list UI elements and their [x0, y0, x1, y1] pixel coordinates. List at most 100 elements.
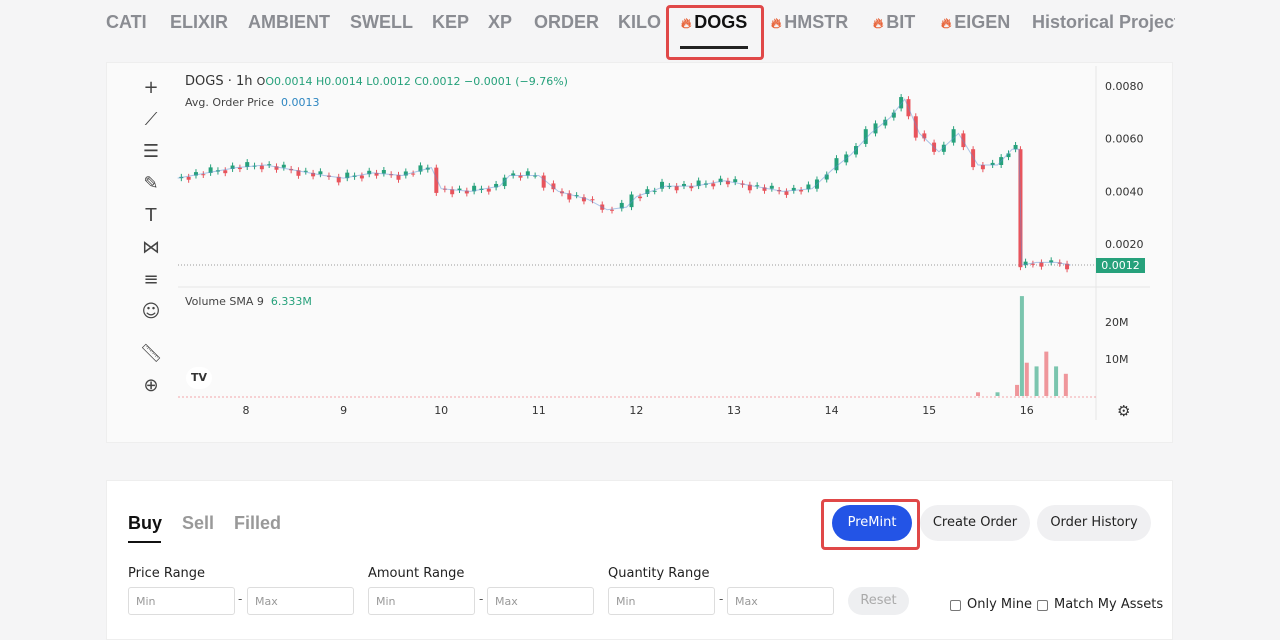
tab-bit[interactable]: 🔥︎ BIT	[873, 12, 915, 33]
x-tick-label: 14	[825, 404, 839, 417]
tab-xp[interactable]: XP	[488, 12, 513, 32]
candle	[619, 202, 624, 209]
trend-line-icon[interactable]: ⟋	[144, 109, 158, 130]
candle	[296, 170, 301, 176]
tab-historical-project[interactable]: Historical Project	[1032, 12, 1175, 32]
price-chart[interactable]: 8 9 10 11 12 13 14 15 16 0.0080 0.0060 0.0040 0.0020…	[0, 0, 1280, 440]
candle	[336, 176, 341, 183]
create-order-button[interactable]: Create Order	[920, 505, 1030, 541]
reset-button[interactable]: Reset	[848, 587, 909, 615]
settings-gear-icon[interactable]: ⚙	[1117, 402, 1131, 420]
brush-icon[interactable]: ✎	[143, 173, 159, 194]
match-assets-label: Match My Assets	[1054, 597, 1164, 612]
candle	[961, 133, 966, 148]
candle	[511, 173, 516, 176]
orders-panel	[106, 480, 1173, 640]
candle	[1013, 144, 1018, 150]
tab-label: DOGS	[694, 12, 748, 32]
candle	[396, 174, 401, 180]
zoom-in-icon[interactable]: ⊕	[143, 375, 159, 396]
interval[interactable]: 1h	[235, 74, 253, 89]
candle	[259, 165, 264, 170]
candle	[303, 170, 308, 172]
highlight-box	[666, 5, 764, 60]
match-assets-checkbox[interactable]	[1037, 600, 1048, 611]
candle	[581, 197, 586, 202]
candle	[725, 180, 730, 185]
candle	[629, 194, 634, 208]
tab-kep[interactable]: KEP	[432, 12, 470, 32]
tab-cati[interactable]: CATI	[106, 12, 147, 32]
amount-max-input[interactable]: Max	[487, 587, 594, 615]
candle	[541, 175, 546, 188]
price-min-input[interactable]: Min	[128, 587, 235, 615]
y-tick-label: 0.0060	[1105, 133, 1144, 146]
tab-hmstr[interactable]: 🔥︎ HMSTR	[771, 12, 848, 33]
tab-ambient[interactable]: AMBIENT	[248, 12, 330, 32]
candle	[696, 180, 701, 187]
candle	[883, 119, 888, 126]
chart-panel	[106, 62, 1173, 443]
buy-underline	[128, 541, 161, 543]
candle	[941, 144, 946, 152]
candle	[274, 166, 279, 170]
quantity-min-input[interactable]: Min	[608, 587, 715, 615]
tab-order[interactable]: ORDER	[534, 12, 600, 32]
tab-sell[interactable]: Sell	[182, 513, 215, 533]
fire-icon: 🔥︎	[681, 15, 692, 31]
price-max-input[interactable]: Max	[247, 587, 354, 615]
candle	[674, 186, 679, 191]
x-tick-label: 11	[532, 404, 546, 417]
premint-button[interactable]: PreMint	[832, 505, 912, 541]
candle	[718, 178, 723, 183]
volume-label: Volume SMA 9	[185, 295, 264, 308]
candle	[464, 190, 469, 194]
fib-icon[interactable]: ≡	[143, 269, 159, 290]
crosshair-icon[interactable]: +	[143, 77, 159, 98]
tab-swell[interactable]: SWELL	[350, 12, 413, 32]
tab-kilo[interactable]: KILO	[618, 12, 661, 32]
pattern-icon[interactable]: ⋈	[142, 237, 160, 258]
candle	[525, 171, 530, 176]
amount-range-label: Amount Range	[368, 566, 465, 581]
candle	[223, 170, 228, 174]
candle	[913, 116, 918, 138]
candle	[971, 149, 976, 168]
order-history-button[interactable]: Order History	[1037, 505, 1151, 541]
tradingview-logo: TV	[186, 367, 212, 389]
candle	[769, 185, 774, 189]
tab-filled[interactable]: Filled	[234, 513, 282, 533]
candle	[267, 164, 272, 166]
tab-eigen[interactable]: 🔥︎ EIGEN	[941, 12, 1010, 33]
tab-buy[interactable]: Buy	[128, 513, 163, 533]
candle	[494, 183, 499, 188]
tab-dogs[interactable]: 🔥︎ DOGS	[681, 12, 747, 33]
x-tick-label: 15	[922, 404, 936, 417]
volume-bar	[1034, 366, 1039, 396]
only-mine-checkbox[interactable]	[950, 600, 961, 611]
dash: -	[719, 592, 724, 606]
horizontal-lines-icon[interactable]: ☰	[142, 141, 160, 162]
low-value: L0.0012	[366, 75, 411, 88]
volume-bar	[995, 392, 1000, 396]
candle	[281, 164, 286, 168]
candle	[411, 173, 416, 175]
emoji-icon[interactable]: ☺	[141, 301, 161, 322]
candle	[193, 172, 198, 176]
text-icon[interactable]: T	[145, 205, 157, 226]
highlight-box	[821, 499, 920, 550]
candle	[230, 165, 235, 169]
candle	[784, 191, 789, 195]
candle	[652, 190, 657, 192]
open-value: O0.0014	[265, 75, 313, 88]
candle	[645, 189, 650, 194]
candle	[638, 196, 643, 199]
candle	[1006, 153, 1011, 158]
quantity-max-input[interactable]: Max	[727, 587, 834, 615]
ruler-icon[interactable]: 📏︎	[139, 343, 163, 364]
tab-elixir[interactable]: ELIXIR	[170, 12, 229, 32]
amount-min-input[interactable]: Min	[368, 587, 475, 615]
x-tick-label: 13	[727, 404, 741, 417]
candle	[318, 171, 323, 175]
fire-icon: 🔥︎	[771, 15, 782, 31]
